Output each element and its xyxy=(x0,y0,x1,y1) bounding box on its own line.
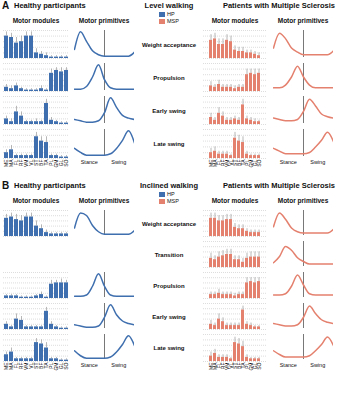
html-text:Late swing: Late swing xyxy=(153,140,185,147)
svg-text:GM: GM xyxy=(53,159,60,168)
html-text:Weight acceptance: Weight acceptance xyxy=(141,220,197,227)
svg-text:BF: BF xyxy=(235,159,242,166)
svg-text:BF: BF xyxy=(235,362,242,369)
svg-text:TA: TA xyxy=(239,159,246,166)
html-text:Motor primitives: Motor primitives xyxy=(78,197,130,204)
html-text:HP: HP xyxy=(167,191,175,197)
html-text:Swing: Swing xyxy=(310,362,326,368)
svg-text:BF: BF xyxy=(38,159,45,166)
html-text:Motor primitives: Motor primitives xyxy=(277,17,329,24)
svg-text:GM: GM xyxy=(247,362,254,371)
svg-text:PL: PL xyxy=(48,159,55,166)
svg-text:GM: GM xyxy=(53,362,60,371)
svg-text:SO: SO xyxy=(63,362,69,369)
html-text:Healthy participants: Healthy participants xyxy=(14,1,86,10)
svg-text:PL: PL xyxy=(48,362,55,369)
html-text:Motor modules: Motor modules xyxy=(12,17,60,24)
svg-text:GM: GM xyxy=(247,159,254,168)
svg-text:ST: ST xyxy=(231,362,238,369)
svg-text:BF: BF xyxy=(38,362,45,369)
svg-text:ST: ST xyxy=(33,159,40,166)
html-text:Swing: Swing xyxy=(111,159,127,165)
html-text:Late swing: Late swing xyxy=(153,344,185,351)
svg-text:VL: VL xyxy=(28,159,35,166)
svg-text:TA: TA xyxy=(239,362,246,369)
svg-text:TA: TA xyxy=(43,362,50,369)
html-text:B: B xyxy=(2,180,10,191)
html-text:Stance: Stance xyxy=(279,159,297,165)
svg-text:GL: GL xyxy=(58,362,65,370)
svg-text:ST: ST xyxy=(33,362,40,369)
svg-text:VL: VL xyxy=(227,159,234,166)
html-text:Propulsion: Propulsion xyxy=(153,74,185,81)
svg-text:ME: ME xyxy=(3,362,10,370)
svg-text:GL: GL xyxy=(58,159,65,167)
html-text:Swing: Swing xyxy=(111,362,127,368)
svg-text:FL: FL xyxy=(13,159,20,166)
svg-text:SO: SO xyxy=(256,362,262,369)
svg-text:RF: RF xyxy=(219,159,226,167)
svg-text:ST: ST xyxy=(231,159,238,166)
svg-text:RF: RF xyxy=(219,362,226,370)
svg-text:VL: VL xyxy=(28,362,35,369)
svg-text:SO: SO xyxy=(63,159,69,166)
svg-text:ME: ME xyxy=(207,159,214,167)
svg-text:GL: GL xyxy=(251,362,258,370)
html-text:Inclined walking: Inclined walking xyxy=(140,181,198,190)
html-text:Motor primitives: Motor primitives xyxy=(78,17,130,24)
svg-text:VM: VM xyxy=(23,362,30,370)
svg-text:VM: VM xyxy=(223,159,230,167)
html-text:Stance: Stance xyxy=(80,159,98,165)
html-text:Stance: Stance xyxy=(279,362,297,368)
svg-text:FL: FL xyxy=(13,362,20,369)
html-text:Motor modules: Motor modules xyxy=(12,197,60,204)
html-text:Weight acceptance: Weight acceptance xyxy=(141,41,197,48)
html-text:Motor modules: Motor modules xyxy=(211,197,259,204)
html-text:Propulsion: Propulsion xyxy=(153,282,185,289)
html-text:Healthy participants: Healthy participants xyxy=(14,181,86,190)
svg-text:MA: MA xyxy=(8,362,15,370)
svg-text:TA: TA xyxy=(43,159,50,166)
html-text:Patients with Multiple Scleros: Patients with Multiple Sclerosis xyxy=(222,181,335,190)
html-text:Patients with Multiple Scleros: Patients with Multiple Sclerosis xyxy=(222,1,335,10)
html-text:Level walking: Level walking xyxy=(144,1,194,10)
svg-text:PL: PL xyxy=(243,362,250,369)
svg-text:FL: FL xyxy=(215,362,222,369)
svg-text:ME: ME xyxy=(207,362,214,370)
html-text:Stance: Stance xyxy=(80,362,98,368)
svg-text:MA: MA xyxy=(211,362,218,370)
svg-text:ME: ME xyxy=(3,159,10,167)
html-text:Motor primitives: Motor primitives xyxy=(277,197,329,204)
svg-text:GL: GL xyxy=(251,159,258,167)
html-text:HP: HP xyxy=(167,11,175,17)
svg-text:RF: RF xyxy=(18,159,25,167)
html-text:Motor modules: Motor modules xyxy=(211,17,259,24)
html-text:Transition: Transition xyxy=(154,251,184,258)
html-text:Swing: Swing xyxy=(310,159,326,165)
svg-text:SO: SO xyxy=(256,159,262,166)
svg-text:VM: VM xyxy=(23,159,30,167)
html-text:A: A xyxy=(2,0,10,11)
svg-text:VM: VM xyxy=(223,362,230,370)
html-text:MSP: MSP xyxy=(167,18,179,24)
svg-text:VL: VL xyxy=(227,362,234,369)
html-text:MSP: MSP xyxy=(167,198,179,204)
html-text:Early swing: Early swing xyxy=(152,107,186,114)
html-text:Early swing: Early swing xyxy=(152,313,186,320)
svg-text:RF: RF xyxy=(18,362,25,370)
svg-text:MA: MA xyxy=(211,159,218,167)
svg-text:FL: FL xyxy=(215,159,222,166)
svg-text:MA: MA xyxy=(8,159,15,167)
svg-text:PL: PL xyxy=(243,159,250,166)
